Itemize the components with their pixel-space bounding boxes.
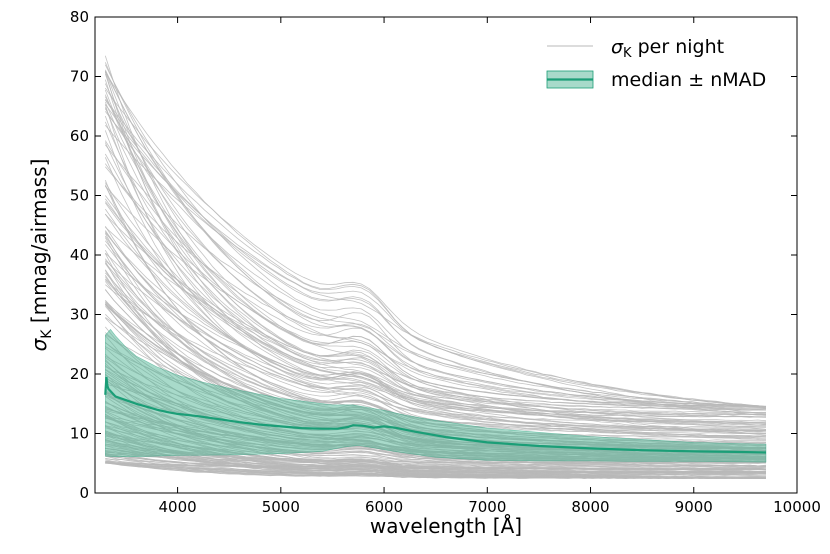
night-curve [104,55,767,408]
legend-night-subscript: K [623,46,632,61]
y-tick-label: 20 [70,365,89,383]
night-curve [104,202,766,425]
legend-median-label: median ± nMAD [611,69,766,91]
night-curve [104,163,767,425]
night-curve [104,71,767,415]
legend-night-symbol: σ [611,36,624,58]
night-curve [104,185,767,422]
night-curve [104,157,767,418]
night-curve [105,453,767,470]
y-axis-label-text: [mmag/airmass] [27,159,51,330]
x-tick-label: 6000 [365,498,403,516]
nmad-band-layer [105,328,767,463]
legend-night-label: σK per night [611,36,724,61]
x-tick-label: 7000 [468,498,506,516]
night-curve [104,104,767,424]
night-curve [104,101,767,408]
night-curve [105,185,767,436]
night-curve [105,460,767,479]
x-tick-label: 10000 [773,498,821,516]
night-curve [105,445,767,467]
x-tick-label: 4000 [158,498,196,516]
median-line [104,376,767,454]
night-curve [104,231,767,437]
night-curve [104,213,767,430]
y-tick-label: 80 [70,8,89,26]
night-curve [105,455,767,479]
y-tick-label: 0 [79,484,89,502]
y-tick-label: 30 [70,306,89,324]
night-curve [104,144,767,409]
night-curve [104,244,767,432]
y-tick-label: 50 [70,187,89,205]
night-curve [104,153,767,428]
y-tick-label: 10 [70,425,89,443]
y-axis-label: σK [mmag/airmass] [27,159,55,352]
night-curve [104,142,767,418]
night-curve [104,111,767,407]
legend: σK per night median ± nMAD [546,36,766,91]
night-curve [104,96,767,407]
x-tick-label: 8000 [571,498,609,516]
y-tick-label: 70 [70,68,89,86]
night-curve [104,198,767,426]
night-curve [105,448,767,464]
night-curve [105,260,766,439]
x-tick-label: 9000 [675,498,713,516]
night-curve [104,108,767,407]
night-curve [104,64,767,408]
y-tick-label: 60 [70,127,89,145]
night-curve [104,89,767,416]
night-curve [104,166,767,411]
y-tick-label: 40 [70,246,89,264]
x-tick-label: 5000 [262,498,300,516]
y-axis-label-subscript: K [39,329,55,339]
x-axis-label: wavelength [Å] [370,514,522,538]
night-curve [104,70,767,408]
median-line-layer [104,376,767,454]
nmad-band [105,328,767,463]
y-axis-label-symbol: σ [27,337,51,351]
night-curve [104,73,767,414]
legend-night-text: per night [632,36,725,58]
axis-ticks: 4000 5000 6000 7000 8000 9000 10000 0 10 20 30 40 50… [70,8,821,516]
night-curve [104,87,767,409]
